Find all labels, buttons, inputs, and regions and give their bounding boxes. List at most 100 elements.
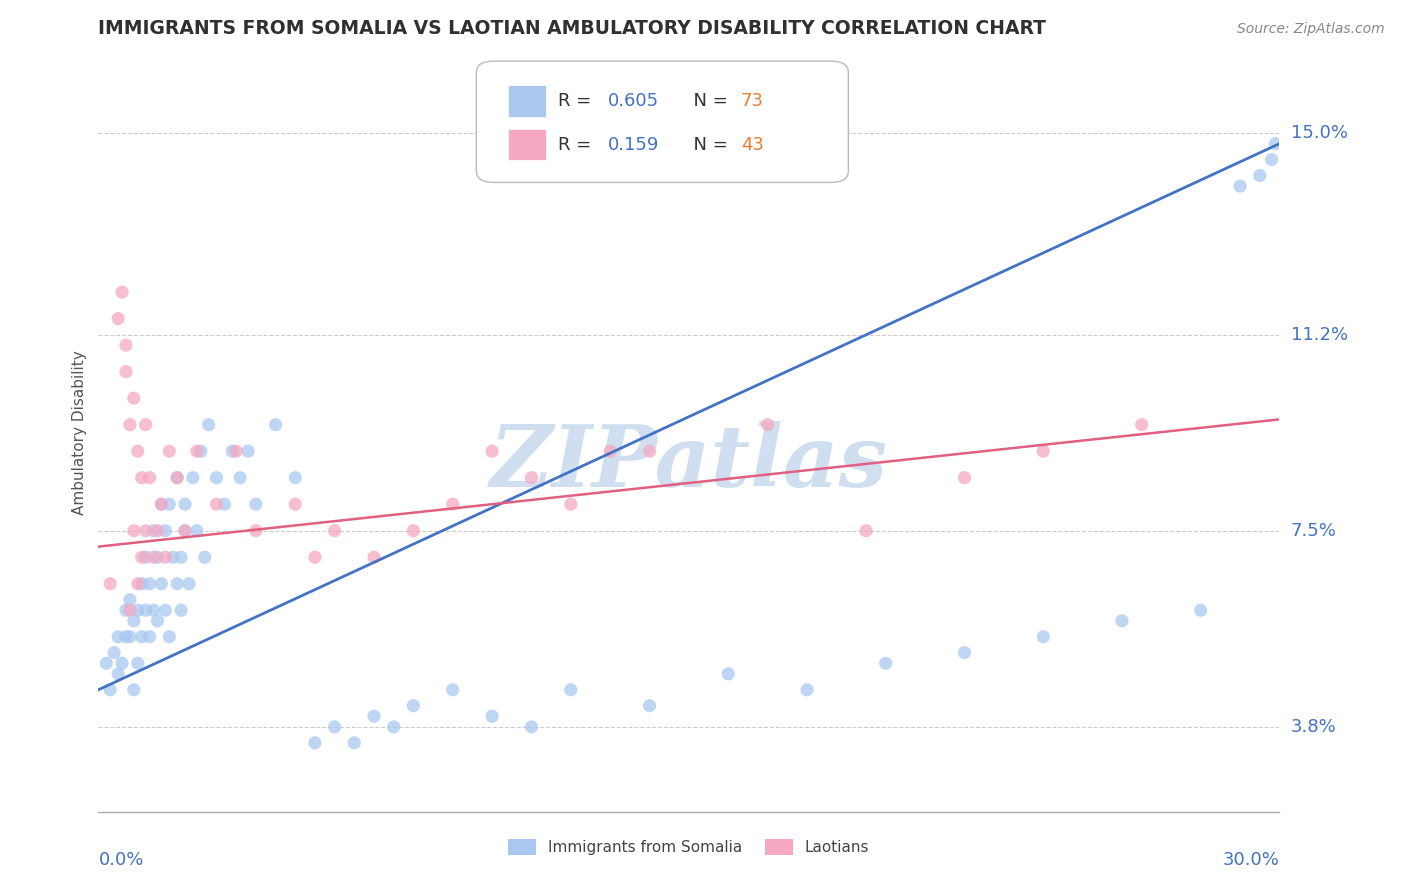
Point [142,603,165,617]
Point [135,524,157,538]
Point [127,657,149,671]
Point [142,550,165,565]
Point [107,666,129,681]
Point [186,444,208,458]
Text: 0.605: 0.605 [607,92,658,111]
Text: 0.159: 0.159 [607,136,659,153]
Point [264,417,287,432]
Legend: Immigrants from Somalia, Laotians: Immigrants from Somalia, Laotians [502,833,876,861]
Point [560,682,582,697]
Point [157,497,180,511]
Point [115,603,138,617]
Point [174,524,197,538]
Point [481,709,503,723]
Point [138,630,160,644]
Point [127,576,149,591]
Point [142,524,165,538]
Text: IMMIGRANTS FROM SOMALIA VS LAOTIAN AMBULATORY DISABILITY CORRELATION CHART: IMMIGRANTS FROM SOMALIA VS LAOTIAN AMBUL… [98,19,1046,38]
Point [135,417,157,432]
Point [122,391,145,405]
Point [1032,444,1054,458]
Point [304,550,326,565]
Point [157,630,180,644]
Point [225,444,247,458]
Point [186,524,208,538]
Point [170,603,193,617]
Point [197,417,219,432]
Point [756,417,779,432]
Point [118,417,141,432]
Point [402,698,425,713]
Y-axis label: Ambulatory Disability: Ambulatory Disability [72,351,87,515]
Point [1264,136,1286,151]
Text: 11.2%: 11.2% [1291,326,1348,343]
Point [131,576,153,591]
Point [135,603,157,617]
Point [953,646,976,660]
Point [150,497,173,511]
Point [155,524,177,538]
Point [103,646,125,660]
Point [363,709,385,723]
Point [98,576,121,591]
Point [190,444,212,458]
Point [107,311,129,326]
Point [638,444,661,458]
Point [122,524,145,538]
Point [150,497,173,511]
FancyBboxPatch shape [508,128,546,161]
Text: 73: 73 [741,92,763,111]
Point [122,682,145,697]
Point [236,444,259,458]
Point [245,497,267,511]
Point [343,736,366,750]
Point [127,444,149,458]
Point [205,497,228,511]
Point [138,471,160,485]
Point [1130,417,1153,432]
Point [138,576,160,591]
Text: 15.0%: 15.0% [1291,124,1347,142]
Point [1111,614,1133,628]
Point [323,720,346,734]
Point [304,736,326,750]
Text: ZIPatlas: ZIPatlas [489,421,889,505]
Point [177,576,200,591]
Point [363,550,385,565]
Point [1032,630,1054,644]
Point [214,497,236,511]
Point [166,576,188,591]
Point [115,630,138,644]
Point [157,444,180,458]
Text: 3.8%: 3.8% [1291,718,1336,736]
Point [118,603,141,617]
Point [520,720,543,734]
Point [107,630,129,644]
Text: R =: R = [558,136,596,153]
Point [323,524,346,538]
Point [205,471,228,485]
Point [194,550,217,565]
Point [170,550,193,565]
Text: N =: N = [682,92,734,111]
FancyBboxPatch shape [508,86,546,117]
Point [181,471,204,485]
Point [166,471,188,485]
Point [284,497,307,511]
Text: 30.0%: 30.0% [1223,851,1279,869]
Point [796,682,818,697]
Point [638,698,661,713]
Point [481,444,503,458]
Point [855,524,877,538]
Point [221,444,243,458]
Point [98,682,121,697]
Text: Source: ZipAtlas.com: Source: ZipAtlas.com [1237,22,1385,37]
Point [520,471,543,485]
Point [155,603,177,617]
Point [1189,603,1212,617]
Point [717,666,740,681]
Point [229,471,252,485]
Point [135,550,157,565]
Point [111,285,134,299]
Text: R =: R = [558,92,596,111]
